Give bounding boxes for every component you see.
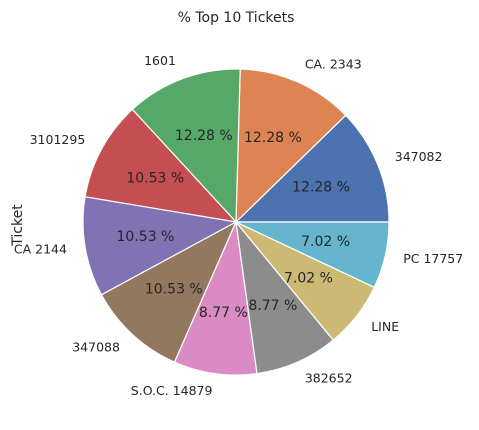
pie-slice (82, 196, 238, 296)
percent-label: 7.02 % (284, 270, 333, 286)
category-label: 382652 (305, 370, 353, 385)
percent-label: 10.53 % (145, 282, 203, 298)
category-label: CA. 2343 (305, 57, 362, 72)
pie-slice (173, 219, 258, 376)
pie-slice (234, 114, 390, 223)
pie-slice (84, 108, 238, 223)
category-label: CA 2144 (14, 242, 67, 257)
pie-slice (235, 219, 335, 375)
pie-slice (235, 221, 390, 289)
category-label: LINE (371, 319, 399, 334)
percent-label: 8.77 % (248, 298, 297, 314)
percent-labels: 12.28 % 12.28 % 12.28 % 10.53 % 10.53 % 10.53… (117, 128, 351, 321)
pie-slice (100, 220, 238, 363)
percent-label: 8.77 % (199, 305, 248, 321)
percent-label: 12.28 % (175, 128, 233, 144)
pie-slices (82, 68, 390, 376)
category-label: PC 17757 (403, 251, 463, 266)
percent-label: 12.28 % (244, 130, 302, 146)
percent-label: 10.53 % (126, 170, 184, 186)
percent-label: 12.28 % (292, 179, 350, 195)
category-labels: 347082 CA. 2343 1601 3101295 CA 2144 347088 S.… (14, 53, 463, 398)
percent-label: 7.02 % (301, 234, 350, 250)
category-label: S.O.C. 14879 (131, 383, 213, 398)
category-label: 347082 (395, 149, 443, 164)
category-label: 3101295 (30, 132, 86, 147)
pie-slice (235, 68, 347, 224)
percent-label: 10.53 % (117, 229, 175, 245)
category-label: 347088 (72, 340, 120, 355)
chart-title: % Top 10 Tickets (178, 10, 295, 26)
y-axis-label: Ticket (10, 204, 26, 247)
category-label: 1601 (144, 53, 176, 68)
pie-slice (131, 68, 241, 224)
